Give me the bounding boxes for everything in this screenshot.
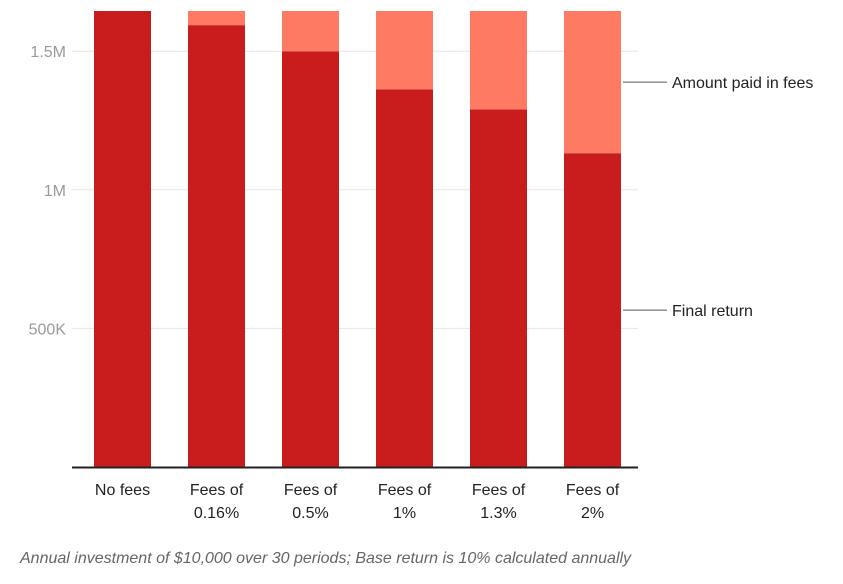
bar-final-return xyxy=(376,89,433,467)
bar-fees xyxy=(188,11,245,26)
bar-final-return xyxy=(188,25,245,467)
x-tick-label: 1.3% xyxy=(480,505,516,522)
y-axis-ticks: 500K 1M 1.5M xyxy=(29,44,67,338)
legend: Amount paid in fees Final return xyxy=(623,75,813,320)
x-tick-label: Fees of xyxy=(284,482,338,499)
x-axis-ticks: No fees Fees of 0.16% Fees of 0.5% Fees of 1% F… xyxy=(95,482,620,522)
bar-fees xyxy=(282,11,339,52)
stacked-bar-chart: 500K 1M 1.5M No fees Fees of 0.16% Fees of 0.5… xyxy=(29,11,813,522)
legend-fees-label: Amount paid in fees xyxy=(672,75,813,92)
x-tick-label: Fees of xyxy=(378,482,432,499)
bar-fees xyxy=(470,11,527,110)
bar-final-return xyxy=(282,51,339,467)
gridlines xyxy=(72,50,638,329)
legend-final-return-label: Final return xyxy=(672,303,753,320)
x-tick-label: 0.16% xyxy=(194,505,239,522)
bar-fees xyxy=(376,11,433,90)
x-tick-label: 0.5% xyxy=(292,505,328,522)
y-tick-label: 1.5M xyxy=(30,44,66,61)
bar-final-return xyxy=(94,11,151,467)
y-tick-label: 1M xyxy=(44,183,66,200)
x-tick-label: No fees xyxy=(95,482,150,499)
x-tick-label: Fees of xyxy=(190,482,244,499)
x-tick-label: Fees of xyxy=(566,482,620,499)
x-tick-label: 2% xyxy=(581,505,604,522)
x-tick-label: 1% xyxy=(393,505,416,522)
bars xyxy=(94,11,621,468)
y-tick-label: 500K xyxy=(29,321,67,338)
bar-fees xyxy=(564,11,621,154)
bar-final-return xyxy=(470,109,527,468)
chart-footnote: Annual investment of $10,000 over 30 per… xyxy=(20,550,632,567)
x-tick-label: Fees of xyxy=(472,482,526,499)
bar-final-return xyxy=(564,153,621,467)
